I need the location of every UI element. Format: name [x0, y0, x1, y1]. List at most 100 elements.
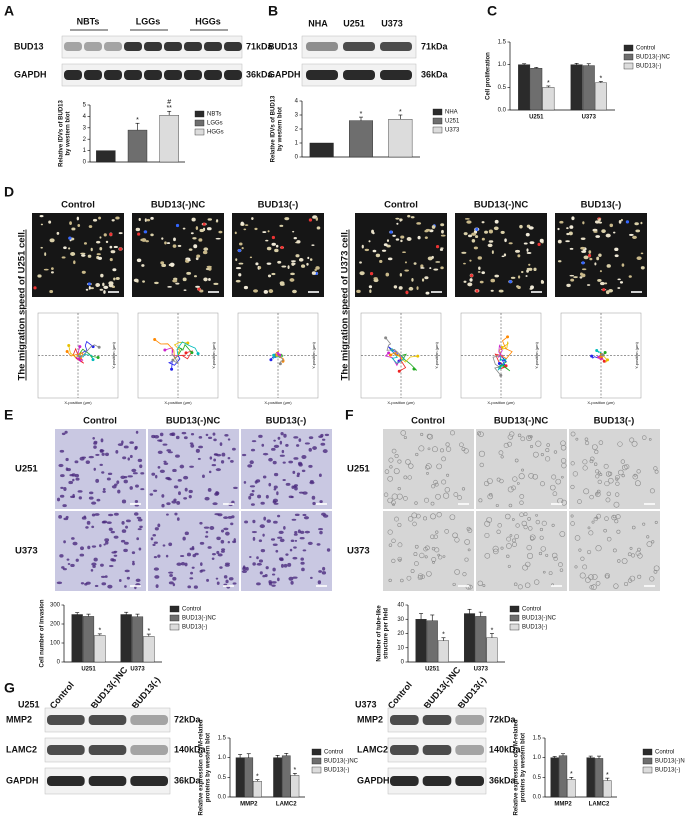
legend-label: BUD13(-)NC	[522, 616, 557, 622]
cell	[561, 475, 564, 479]
cell	[452, 532, 458, 539]
cell	[416, 222, 422, 225]
cell	[573, 276, 578, 279]
size-label: 36kDa	[489, 775, 517, 785]
cell	[69, 473, 74, 477]
cell	[404, 261, 407, 264]
cell	[153, 541, 158, 544]
cell	[479, 462, 484, 468]
tracked-cell	[271, 235, 275, 240]
cell	[154, 474, 158, 479]
cell	[302, 513, 307, 517]
y-tick-label: 0.0	[498, 108, 507, 114]
cell	[524, 582, 531, 588]
cell	[91, 562, 97, 566]
tracked-cell	[602, 288, 606, 292]
legend-swatch	[311, 748, 322, 756]
column-header: BUD13(-)NC	[166, 416, 221, 427]
cell	[88, 491, 94, 495]
cell	[523, 242, 528, 245]
cell	[308, 447, 312, 452]
cell	[254, 227, 258, 231]
cell	[260, 501, 265, 505]
cell	[603, 463, 609, 469]
cell	[206, 227, 212, 231]
cell	[598, 218, 601, 222]
cell	[287, 562, 292, 567]
cell	[586, 549, 592, 555]
cell-track	[400, 353, 418, 371]
cell-track	[275, 350, 280, 356]
bar	[550, 757, 559, 798]
blot-band	[204, 70, 222, 80]
blot-band	[47, 745, 85, 755]
cell	[243, 481, 247, 484]
y-tick-label: 2	[295, 127, 299, 133]
cell	[418, 445, 425, 452]
cell	[213, 282, 219, 285]
cell	[61, 256, 66, 259]
cell	[441, 479, 447, 485]
cell	[566, 232, 570, 236]
cell	[294, 513, 300, 517]
cell	[188, 494, 192, 499]
bar	[71, 614, 83, 663]
cell	[613, 501, 620, 508]
cell	[63, 246, 67, 250]
blot-band	[64, 70, 82, 80]
cell	[545, 553, 549, 557]
cell	[137, 458, 143, 463]
legend-label: BUD13(-)NC	[636, 55, 671, 61]
bar	[542, 87, 555, 111]
legend-swatch	[311, 757, 322, 765]
cell	[426, 571, 432, 577]
cell	[545, 448, 550, 453]
cell	[493, 226, 499, 231]
cell	[424, 555, 428, 559]
cell	[321, 571, 327, 575]
bar	[558, 755, 568, 798]
cell	[569, 247, 574, 250]
cell	[487, 493, 493, 500]
cell	[571, 216, 575, 221]
micrograph	[383, 511, 474, 591]
cell	[579, 572, 586, 579]
cell	[463, 280, 467, 283]
cell	[94, 584, 99, 588]
cell	[79, 553, 85, 557]
tracked-cell	[537, 242, 541, 247]
cell	[63, 540, 66, 544]
cell	[240, 221, 244, 226]
cell	[604, 573, 611, 579]
cell	[586, 284, 591, 286]
cell	[73, 260, 76, 265]
cell	[503, 442, 509, 448]
track-end	[497, 362, 501, 366]
cell	[186, 271, 192, 275]
micrograph	[355, 213, 447, 297]
cell	[430, 534, 435, 540]
cell	[153, 567, 159, 571]
cell	[80, 582, 85, 585]
cell	[442, 555, 446, 558]
cell	[551, 523, 555, 527]
cell	[136, 516, 142, 519]
cell	[449, 430, 456, 436]
y-tick-label: 4	[83, 114, 87, 120]
cell	[258, 559, 264, 563]
bar	[415, 619, 427, 663]
cell	[496, 529, 501, 534]
cell	[317, 580, 322, 585]
cell	[134, 504, 139, 507]
blot-band	[88, 715, 127, 725]
cell	[414, 501, 418, 505]
cell	[578, 548, 582, 552]
bar	[253, 781, 262, 798]
micrograph	[241, 429, 332, 509]
cell	[71, 227, 76, 231]
cell	[265, 494, 269, 499]
cell	[653, 466, 658, 471]
cell	[500, 546, 504, 550]
cell	[599, 473, 603, 477]
cell	[91, 501, 97, 505]
